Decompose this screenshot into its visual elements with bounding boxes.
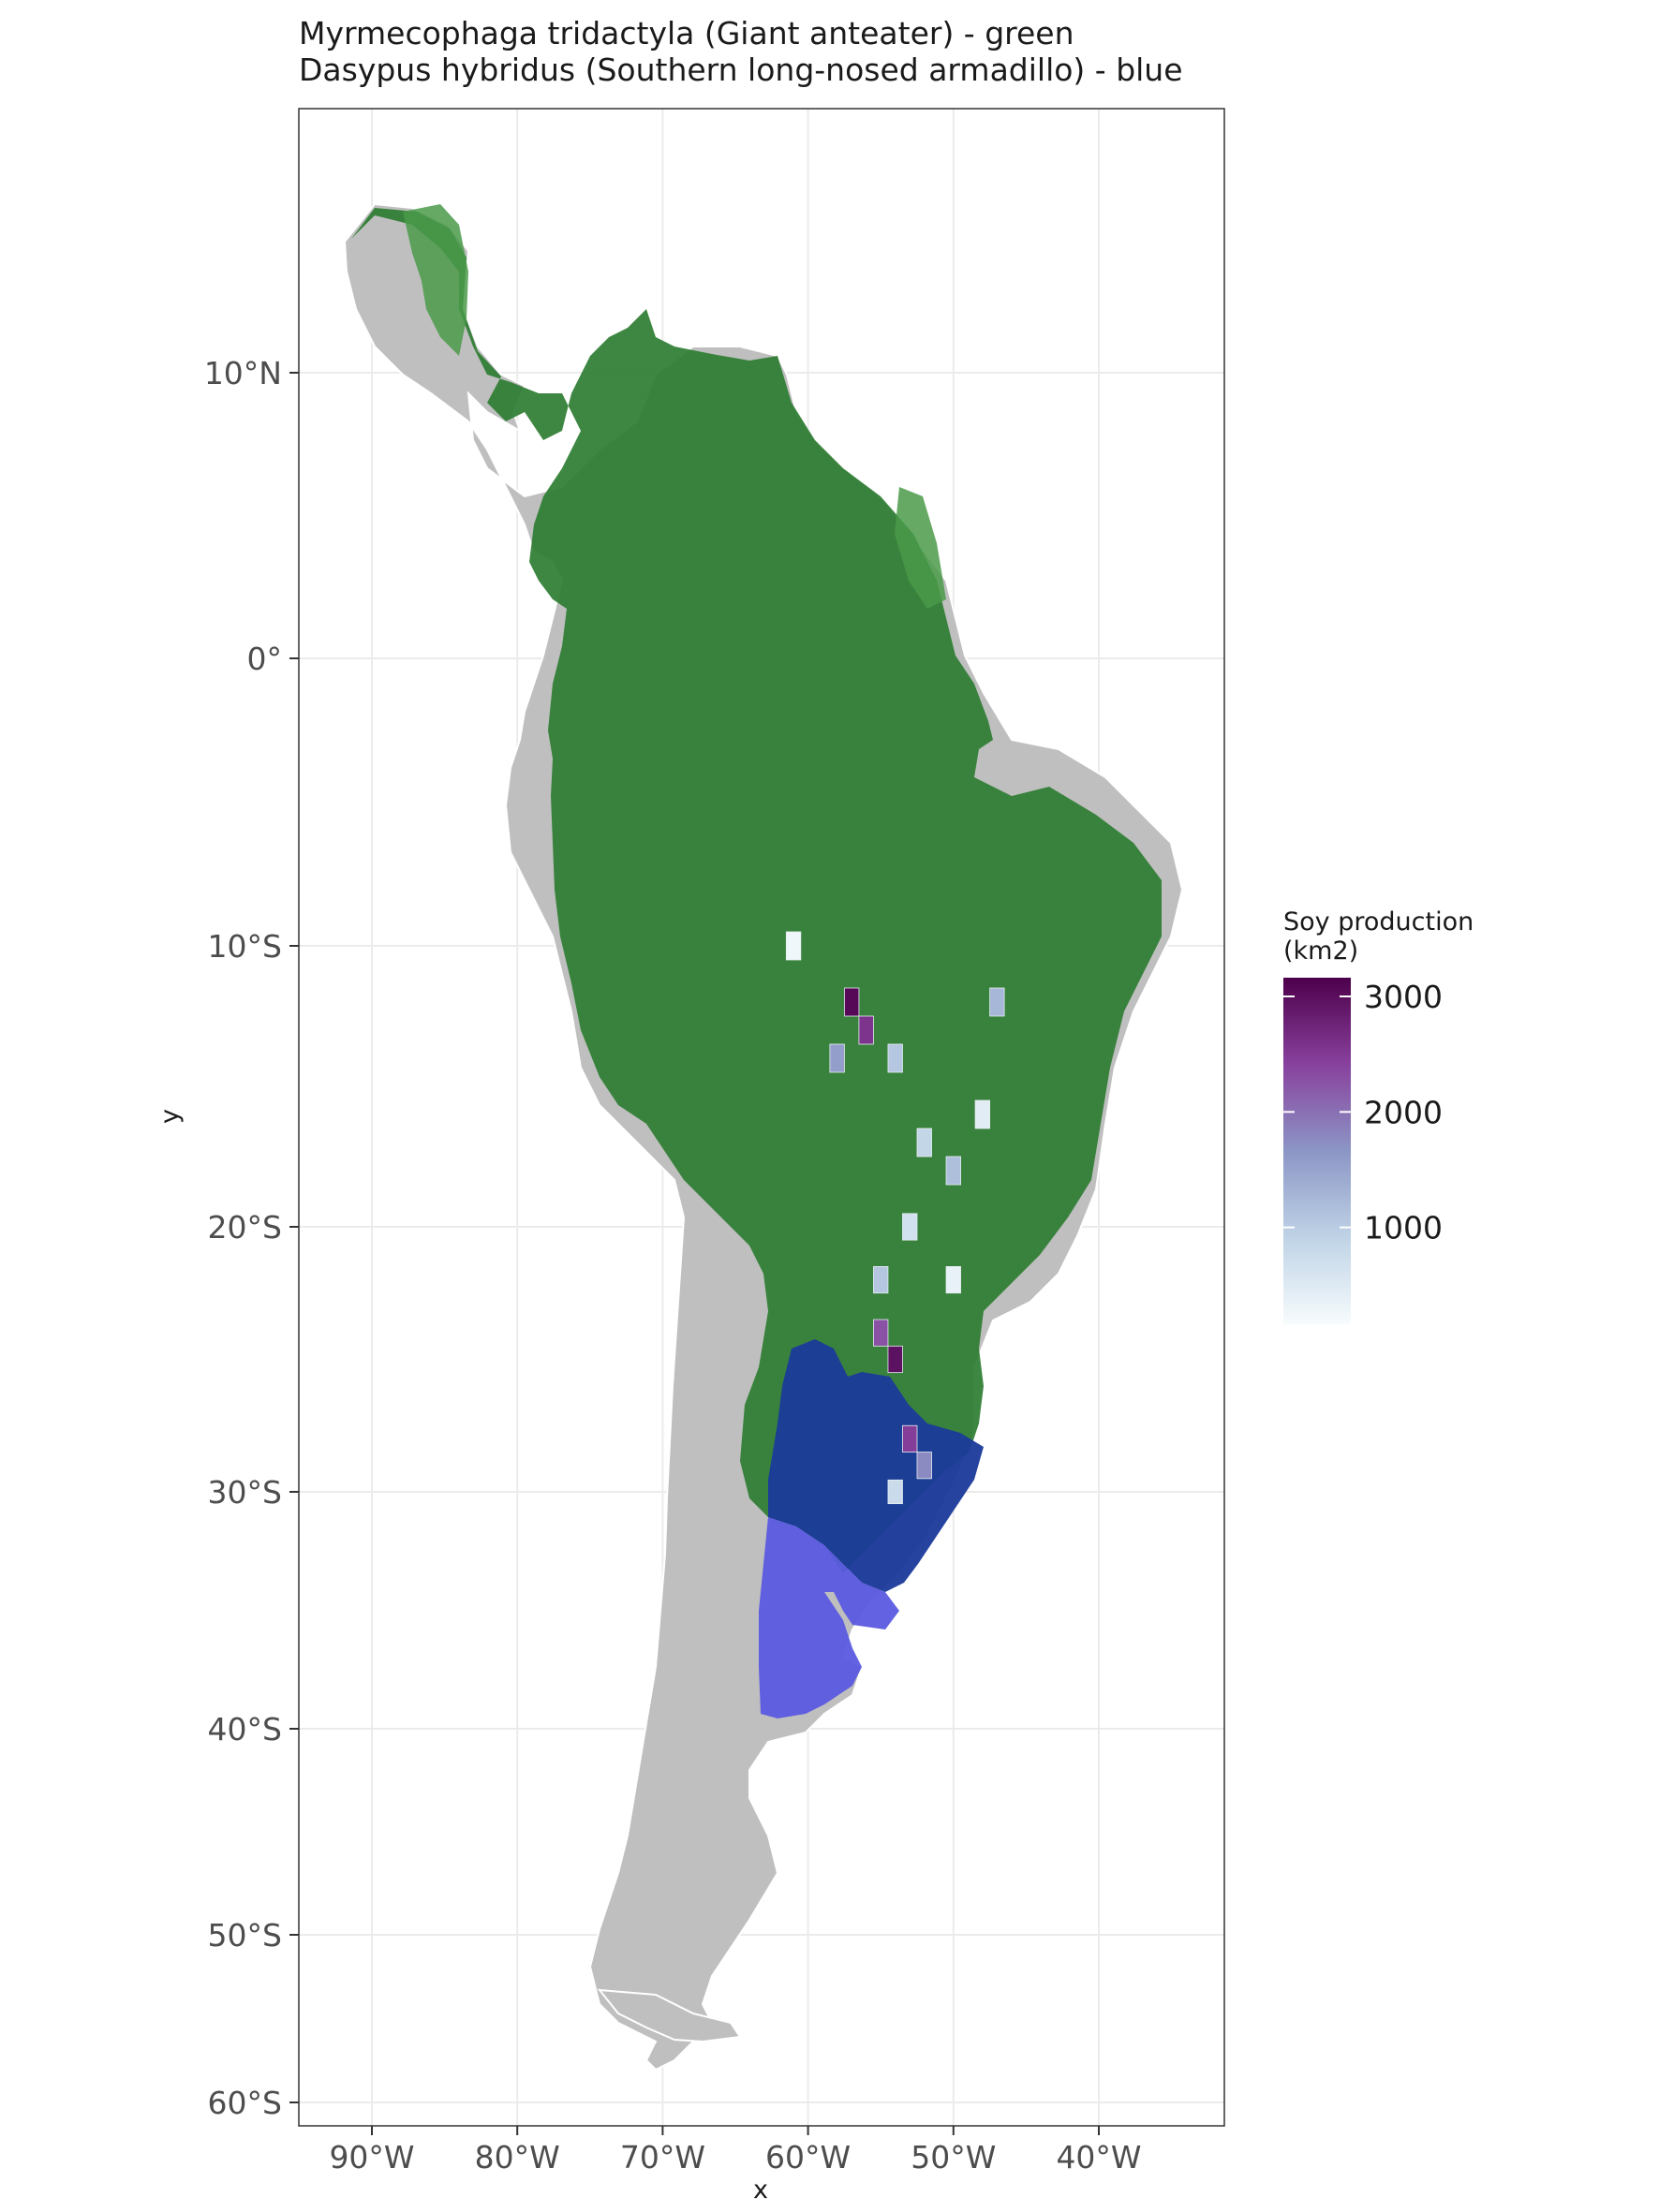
- legend-label: 2000: [1364, 1094, 1443, 1130]
- soy-cell-9: [887, 1345, 903, 1374]
- y-tick-label: 50°S: [208, 1917, 282, 1954]
- soy-cell-10: [873, 1319, 889, 1347]
- x-tick-label: 80°W: [475, 2139, 560, 2175]
- y-axis-title: y: [156, 1109, 185, 1124]
- x-tick-label: 60°W: [765, 2139, 851, 2175]
- y-tick-label: 10°S: [208, 928, 282, 965]
- soy-cell-4: [989, 987, 1005, 1017]
- y-axis-ticks: 10°N 0° 10°S 20°S 30°S 40°S 50°S 60°S: [204, 355, 299, 2121]
- y-tick-label: 60°S: [208, 2085, 282, 2121]
- soy-cell-0: [844, 987, 860, 1017]
- armadillo-range-south: [759, 1517, 899, 1718]
- soy-cell-14: [974, 1099, 990, 1129]
- soy-cell-16: [785, 931, 802, 961]
- plot-title-line-1: Myrmecophaga tridactyla (Giant anteater)…: [299, 15, 1074, 52]
- soy-production-cells: [785, 931, 1005, 1505]
- legend-title-line-1: Soy production: [1283, 907, 1474, 936]
- soy-cell-8: [873, 1266, 889, 1294]
- legend-title-line-2: (km2): [1283, 936, 1358, 966]
- legend-ticks: 3000 2000 1000: [1283, 979, 1443, 1246]
- legend: Soy production (km2) 3000 2000 1000: [1283, 907, 1474, 1324]
- x-tick-label: 50°W: [911, 2139, 996, 2175]
- y-tick-label: 30°S: [208, 1474, 282, 1511]
- x-tick-label: 90°W: [329, 2139, 414, 2175]
- soy-cell-11: [902, 1424, 918, 1453]
- armadillo-range: [768, 1339, 984, 1592]
- soy-cell-7: [902, 1213, 918, 1241]
- soy-cell-5: [916, 1128, 932, 1158]
- soy-cell-12: [916, 1452, 932, 1480]
- soy-cell-2: [829, 1043, 845, 1073]
- legend-label: 1000: [1364, 1210, 1443, 1246]
- legend-label: 3000: [1364, 979, 1443, 1015]
- anteater-range: [351, 208, 1162, 1573]
- plot-title-line-2: Dasypus hybridus (Southern long-nosed ar…: [299, 52, 1183, 88]
- x-tick-label: 40°W: [1056, 2139, 1141, 2175]
- y-tick-label: 10°N: [204, 355, 282, 391]
- soy-cell-6: [945, 1156, 961, 1186]
- anteater-range-guiana: [895, 487, 946, 609]
- soy-cell-15: [945, 1266, 961, 1294]
- soy-cell-13: [887, 1479, 903, 1505]
- anteater-range-light: [403, 204, 468, 356]
- y-tick-label: 40°S: [208, 1711, 282, 1747]
- x-tick-label: 70°W: [620, 2139, 705, 2175]
- tierra-del-fuego: [597, 1988, 742, 2043]
- y-tick-label: 20°S: [208, 1209, 282, 1246]
- plot-panel-border: [298, 108, 1225, 2127]
- x-axis-title: x: [753, 2175, 768, 2205]
- x-axis-ticks: 90°W 80°W 70°W 60°W 50°W 40°W: [329, 2126, 1142, 2175]
- soy-cell-3: [887, 1043, 903, 1073]
- y-tick-label: 0°: [247, 641, 283, 677]
- legend-colorbar: [1283, 978, 1351, 1324]
- soy-cell-1: [858, 1015, 874, 1045]
